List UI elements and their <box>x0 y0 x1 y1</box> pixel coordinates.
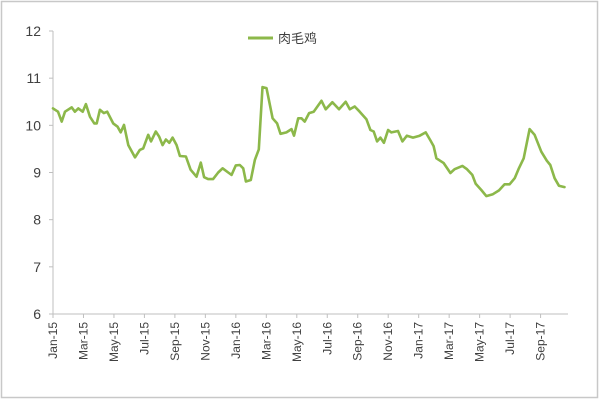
series-layer <box>51 85 566 198</box>
x-tick-label: Sep-15 <box>168 322 182 361</box>
legend-label: 肉毛鸡 <box>278 31 317 47</box>
legend: 肉毛鸡 <box>248 31 317 47</box>
y-tick-label: 11 <box>26 70 41 86</box>
x-tick-label: Jul-17 <box>503 322 517 355</box>
y-axis: 6 7 8 9 10 11 12 <box>25 23 54 322</box>
x-tick-label: May-17 <box>473 322 487 362</box>
x-tick-label: May-16 <box>290 322 304 362</box>
y-tick-label: 12 <box>25 23 41 39</box>
series-line <box>51 85 566 198</box>
x-tick-label: Sep-17 <box>534 322 548 361</box>
x-tick-label: May-15 <box>107 322 121 362</box>
x-tick-label: Jan-16 <box>229 322 243 359</box>
y-tick-label: 7 <box>33 259 41 275</box>
y-tick-label: 10 <box>25 117 41 133</box>
x-tick-label: Jan-17 <box>412 322 426 359</box>
x-tick-label: Jul-16 <box>320 322 334 355</box>
x-tick-label: Jul-15 <box>137 322 151 355</box>
x-tick-label: Mar-17 <box>442 322 456 360</box>
y-tick-label: 8 <box>33 212 41 228</box>
y-tick-label: 6 <box>33 306 41 322</box>
x-tick-label: Nov-15 <box>198 322 212 361</box>
x-tick-label: Mar-16 <box>259 322 273 360</box>
x-axis: Jan-15 Mar-15 May-15 Jul-15 Sep-15 Nov-15 Jan-… <box>46 313 568 362</box>
x-tick-label: Mar-15 <box>76 322 90 360</box>
x-tick-label: Jan-15 <box>46 322 60 359</box>
x-tick-label: Sep-16 <box>351 322 365 361</box>
x-tick-label: Nov-16 <box>381 322 395 361</box>
y-tick-label: 9 <box>33 165 41 181</box>
